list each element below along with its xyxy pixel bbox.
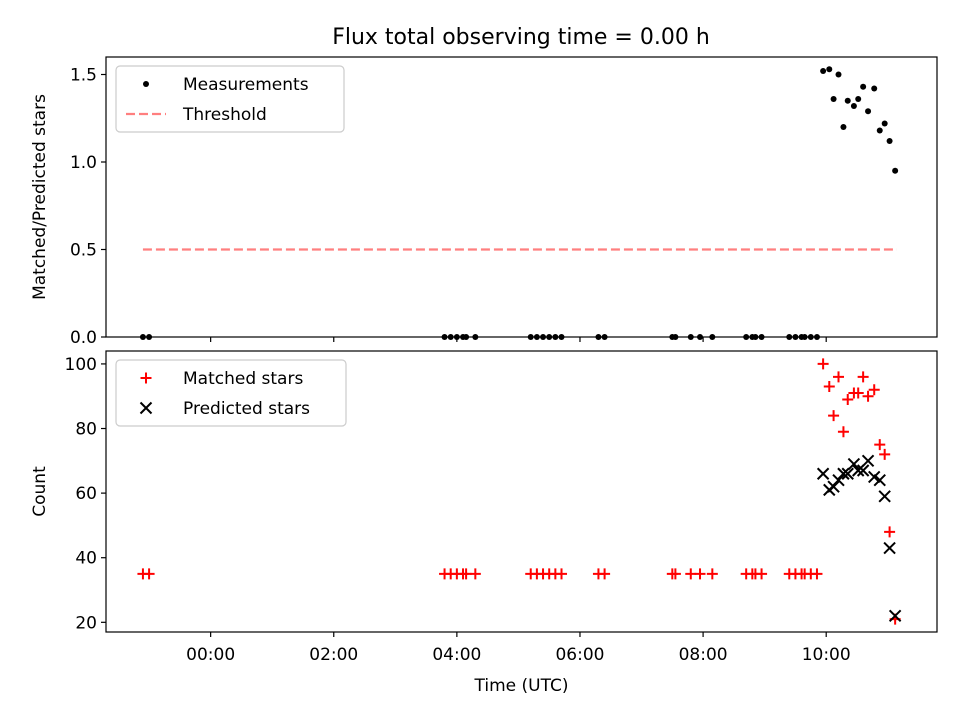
y-tick-label: 100 — [65, 355, 97, 375]
measurement-point — [826, 66, 833, 73]
matched-star-point — [868, 384, 880, 396]
x-tick-label: 06:00 — [555, 645, 604, 665]
legend-handle-predicted — [139, 401, 153, 415]
measurement-point — [850, 103, 857, 109]
matched-star-point — [874, 439, 886, 451]
matched-star-point — [143, 568, 155, 580]
chart-title: Flux total observing time = 0.00 h — [332, 25, 710, 50]
measurement-point — [820, 68, 827, 74]
matched-star-point — [862, 390, 874, 402]
predicted-star-point — [832, 473, 845, 487]
x-tick-label: 10:00 — [802, 645, 851, 665]
measurement-point — [860, 83, 867, 90]
matched-star-point — [669, 568, 681, 580]
matched-star-point — [756, 568, 768, 580]
x-tick-label: 04:00 — [432, 645, 481, 665]
matched-star-point — [685, 568, 697, 580]
y-axis-label: Count — [30, 466, 50, 517]
matched-star-point — [884, 526, 896, 538]
matched-star-point — [817, 358, 829, 370]
x-tick-label: 08:00 — [679, 645, 728, 665]
y-tick-label: 0.0 — [70, 328, 97, 348]
matched-star-point — [469, 568, 481, 580]
measurement-point — [881, 120, 888, 127]
y-tick-label: 60 — [75, 484, 97, 504]
predicted-star-point — [878, 490, 891, 503]
measurement-point — [886, 138, 893, 144]
predicted-star-point — [888, 609, 902, 623]
matched-star-point — [828, 410, 840, 422]
y-tick-label: 80 — [75, 420, 97, 440]
y-tick-label: 1.5 — [70, 66, 97, 86]
matched-star-point — [599, 568, 611, 580]
y-tick-label: 40 — [75, 549, 97, 569]
measurement-point — [830, 96, 837, 102]
matched-star-point — [852, 387, 864, 399]
axes-frame — [105, 350, 938, 633]
bottom-panel: 20 40 60 80 100 00:00 02:00 04:00 06:00 08:00 10:0… — [30, 350, 938, 696]
measurement-point — [865, 108, 872, 115]
matched-star-point — [842, 393, 854, 405]
matched-star-point — [837, 426, 849, 438]
measurement-point — [835, 71, 842, 78]
matched-star-point — [556, 568, 568, 580]
matched-star-point — [833, 371, 845, 383]
y-tick-label: 1.0 — [70, 153, 97, 173]
predicted-star-point — [861, 454, 875, 468]
x-tick-label: 00:00 — [186, 645, 235, 665]
legend-box — [115, 359, 347, 427]
matched-star-point — [879, 448, 891, 460]
legend-label: Matched stars — [183, 369, 303, 389]
predicted-star-point — [873, 473, 886, 487]
predicted-star-point — [847, 457, 861, 471]
matched-star-point — [460, 568, 472, 580]
matched-star-point — [694, 568, 706, 580]
measurement-point — [855, 96, 862, 102]
predicted-star-point — [837, 467, 850, 480]
legend-label: Predicted stars — [183, 399, 310, 419]
matched-star-point — [823, 381, 835, 393]
legend-handle-measurements — [143, 81, 149, 87]
measurement-point — [876, 127, 883, 134]
measurement-point — [871, 85, 878, 92]
predicted-star-point — [827, 480, 840, 493]
measurement-point — [840, 124, 847, 130]
predicted-star-point — [816, 467, 830, 480]
predicted-star-point — [868, 470, 881, 484]
x-axis-label: Time (UTC) — [474, 676, 569, 696]
matched-star-point — [857, 371, 869, 383]
y-tick-label: 0.5 — [70, 241, 97, 261]
matched-star-point — [811, 568, 823, 580]
predicted-star-point — [856, 464, 870, 477]
y-tick-label: 20 — [75, 613, 97, 633]
legend-label: Threshold — [182, 105, 267, 125]
measurement-point — [844, 97, 851, 104]
predicted-star-point — [841, 467, 854, 480]
measurement-point — [892, 167, 899, 174]
matched-star-point — [706, 568, 718, 580]
axes-frame — [105, 56, 938, 338]
predicted-star-point — [852, 464, 865, 477]
legend-box — [115, 65, 345, 133]
legend-label: Measurements — [183, 75, 309, 95]
predicted-star-point — [883, 541, 896, 555]
y-axis-label: Matched/Predicted stars — [30, 94, 50, 300]
x-tick-label: 02:00 — [309, 645, 358, 665]
legend-handle-matched — [140, 372, 152, 384]
top-panel: 0.0 0.5 1.0 1.5 Matched/Predicted stars Measu… — [30, 56, 938, 348]
